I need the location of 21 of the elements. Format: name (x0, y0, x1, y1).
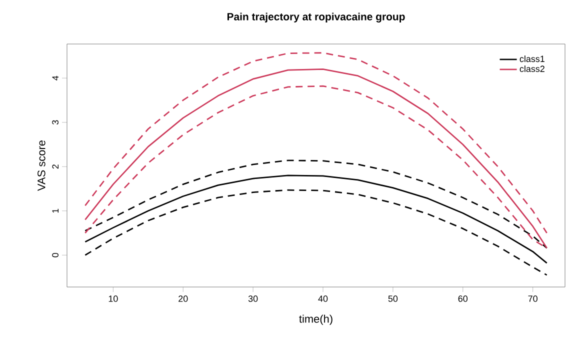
y-tick-label: 2 (52, 164, 58, 169)
x-tick-label: 30 (248, 296, 258, 302)
y-tick-label: 1 (52, 208, 58, 213)
line-series (84, 174, 548, 264)
x-tick-label: 50 (388, 296, 398, 302)
x-tick-label: 20 (178, 296, 188, 302)
legend-label: class1 (520, 55, 544, 62)
x-tick-label: 40 (318, 296, 328, 302)
y-tick-label: 3 (52, 120, 58, 124)
y-tick-label: 0 (52, 252, 58, 258)
y-axis-title: VAS score (38, 140, 46, 191)
line-series (84, 189, 548, 276)
chart-title: Pain trajectory at ropivacaine group (227, 12, 405, 23)
line-series (84, 160, 548, 249)
y-tick-label: 4 (52, 76, 58, 80)
x-tick-label: 70 (528, 296, 538, 302)
x-tick-label: 60 (458, 296, 468, 302)
line-series (84, 52, 548, 234)
x-tick-label: 10 (108, 296, 118, 302)
x-axis-title: time(h) (299, 314, 332, 325)
legend-label: class2 (520, 65, 544, 72)
